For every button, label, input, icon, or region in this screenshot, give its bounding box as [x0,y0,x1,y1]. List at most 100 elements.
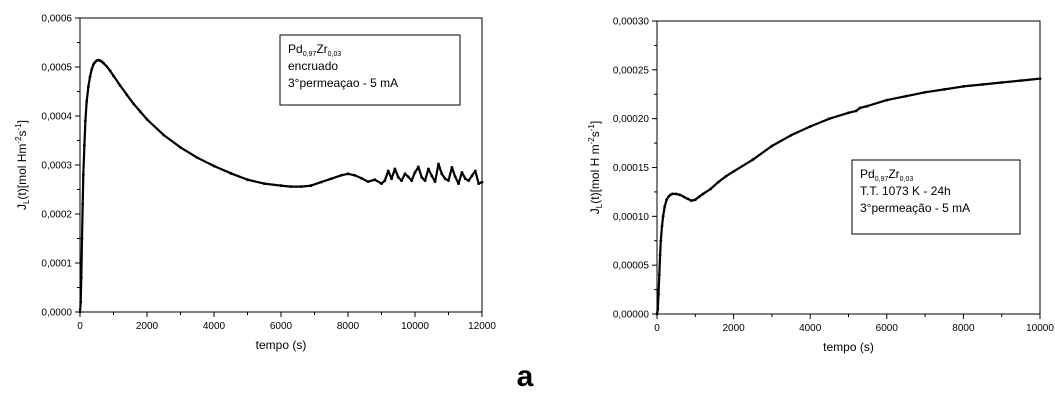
data-point [942,87,946,91]
data-point [923,90,927,94]
data-point [125,93,129,97]
data-point [420,175,424,179]
x-tick-label: 10000 [401,321,429,332]
data-point [108,69,112,73]
data-point [246,178,249,182]
data-point [716,180,720,184]
x-tick-label: 2000 [722,323,745,334]
legend-box [851,159,1021,235]
data-point [1038,77,1042,81]
data-point [770,144,774,148]
data-point [79,300,83,304]
figure-label: a [516,360,534,393]
data-point [440,172,444,176]
data-point [460,170,464,174]
data-point [339,173,343,177]
y-tick-label: 0,0002 [41,210,72,221]
x-tick-label: 10000 [1026,323,1054,334]
chart-0: 0 2000 4000 6000 8000 10000 12000 0,0000 0,0001 0… [14,14,496,353]
data-point [473,169,477,173]
data-point [102,61,105,65]
data-point [480,180,484,184]
data-point [90,68,94,71]
data-point [145,118,149,121]
data-point [360,176,363,180]
data-point [981,83,984,86]
data-point [373,178,377,182]
chart-1: 0 2000 4000 6000 8000 10000 0,00000 0,00005 0,00… [587,17,1054,355]
data-point [477,182,481,186]
data-point [789,133,793,137]
legend: Pd0,97Zr0,03T.T. 1073 K - 24h 3°permeação… [851,159,1021,235]
y-tick-label: 0,00025 [613,65,650,76]
data-point [162,133,166,137]
data-point [678,193,682,197]
data-point [724,174,728,178]
data-point [858,106,862,110]
data-point [383,179,387,183]
legend-box [279,34,461,106]
data-point [443,177,447,181]
data-point [400,179,403,183]
y-axis-title: JL(t)[mol Hm-2s-1] [14,120,31,210]
data-point [393,167,397,171]
data-point [229,171,233,175]
data-point [195,156,199,160]
data-point [427,167,430,171]
data-point [656,307,660,311]
data-point [346,172,350,176]
data-point [423,179,427,183]
data-point [657,293,660,296]
data-point [450,166,454,169]
data-point [416,165,420,169]
data-point [406,175,410,179]
data-point [751,158,755,162]
data-point [433,180,437,184]
y-tick-label: 0,00005 [613,261,650,272]
data-point [661,214,665,218]
data-point [962,85,965,88]
x-axis-title: tempo (s) [256,338,307,352]
data-point [659,239,663,243]
data-point [670,192,674,196]
data-point [78,310,82,314]
data-point [83,119,87,123]
data-point [80,237,84,240]
y-tick-label: 0,0001 [41,259,72,270]
data-point [457,182,460,186]
y-tick-label: 0,0000 [41,308,72,319]
data-point [413,170,417,174]
y-tick-label: 0,0003 [41,161,72,172]
data-point [299,185,303,188]
data-point [682,195,686,199]
data-point [1000,81,1004,84]
data-point [366,180,370,184]
x-tick-label: 0 [77,321,83,332]
data-point [866,104,870,108]
data-point [138,110,142,113]
data-point [353,173,357,177]
data-point [279,184,283,187]
x-tick-label: 6000 [876,323,899,334]
data-point [410,179,414,183]
x-tick-label: 12000 [468,321,496,332]
data-point [396,175,400,179]
data-point [88,75,92,79]
data-point [463,177,467,181]
data-point [118,84,122,88]
legend-line: T.T. 1073 K - 24h [860,184,951,198]
data-point [262,182,266,186]
data-point [437,162,440,166]
data-point [81,202,85,206]
data-point [709,187,713,191]
data-point [132,102,136,106]
data-point [319,180,323,184]
data-point [847,111,850,115]
data-point [82,144,86,147]
x-tick-label: 6000 [270,321,293,332]
x-tick-label: 8000 [337,321,360,332]
data-point [657,273,661,277]
y-tick-label: 0,0006 [41,14,72,25]
